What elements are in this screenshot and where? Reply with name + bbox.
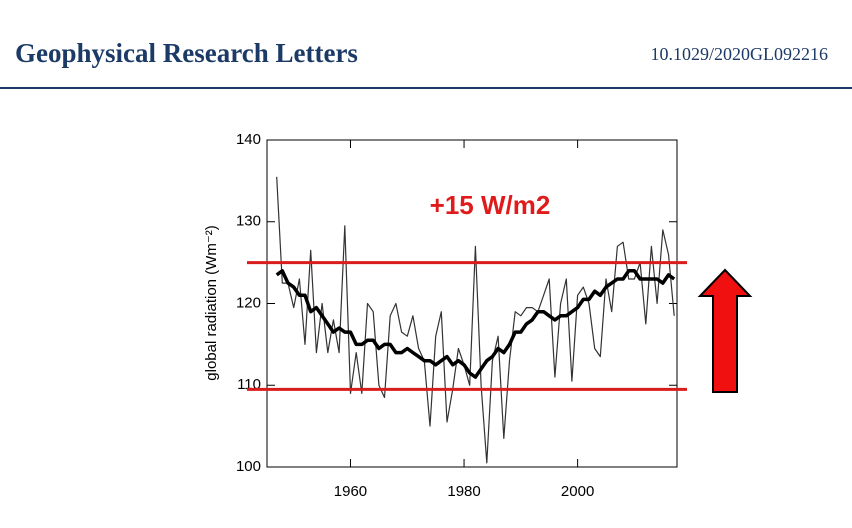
annotation: +15 W/m2 (430, 190, 551, 220)
journal-title: Geophysical Research Letters (15, 38, 358, 68)
y-tick-label: 130 (236, 213, 261, 230)
data-line (275, 269, 676, 379)
y-tick-label: 120 (236, 294, 261, 311)
y-axis-label: global radiation (Wm⁻²) (203, 225, 220, 380)
x-tick-label: 1980 (447, 483, 480, 500)
header-rule (0, 87, 852, 89)
y-tick-label: 140 (236, 131, 261, 148)
x-tick-label: 2000 (561, 483, 594, 500)
y-tick-label: 100 (236, 458, 261, 475)
data-line (276, 176, 675, 464)
x-tick-label: 1960 (334, 483, 367, 500)
up-arrow (697, 268, 753, 393)
doi: 10.1029/2020GL092216 (650, 44, 829, 64)
